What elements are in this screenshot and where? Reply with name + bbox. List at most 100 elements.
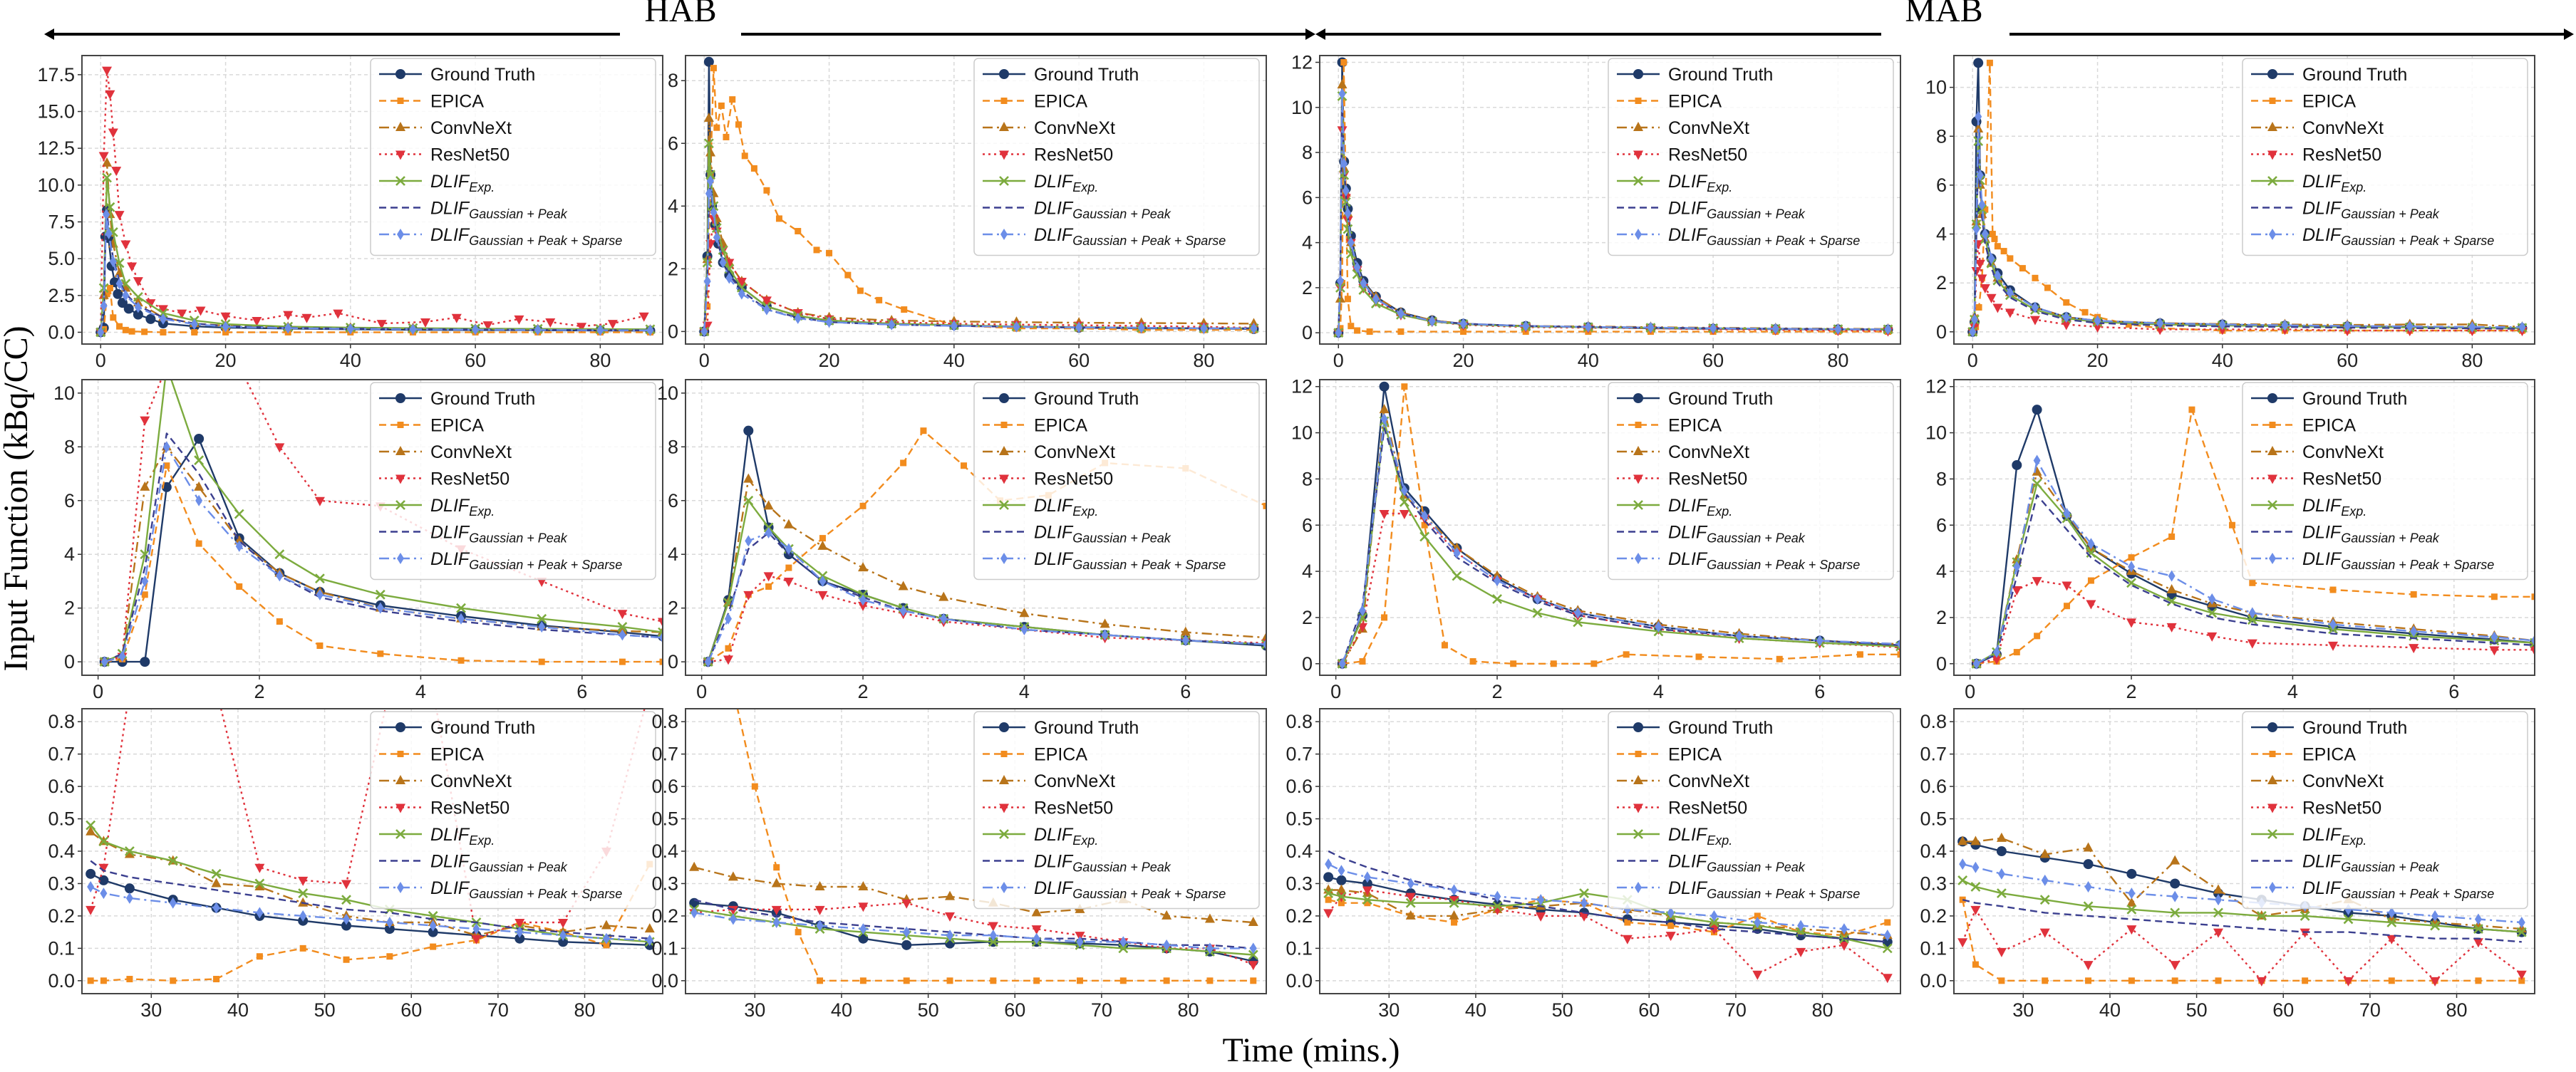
data-point-gt: [2012, 459, 2022, 470]
x-tick-label: 2: [1492, 681, 1503, 702]
data-point-epica: [2044, 284, 2051, 291]
x-tick-label: 40: [1465, 999, 1486, 1021]
legend-marker-dlif_exp: [395, 176, 405, 186]
data-point-dlif_gps: [819, 575, 827, 587]
data-point-dlif_exp: [736, 282, 747, 293]
data-point-resnet: [783, 577, 794, 587]
legend-label-convnext: ConvNeXt: [1668, 771, 1749, 791]
y-tick-label: 5.0: [48, 248, 75, 269]
legend-marker-gt: [2267, 69, 2277, 79]
legend-marker-gt: [999, 722, 1009, 732]
data-point-gt: [1362, 878, 1372, 889]
data-point-convnext: [783, 519, 794, 529]
legend-label-epica: EPICA: [1034, 92, 1087, 112]
data-point-dlif_exp: [162, 362, 171, 370]
data-point-convnext: [601, 920, 611, 930]
y-tick-label: 4: [1302, 232, 1313, 254]
legend-label-convnext: ConvNeXt: [1668, 442, 1749, 462]
legend-marker-epica: [397, 98, 404, 104]
legend-marker-epica: [397, 422, 404, 428]
legend-box: [370, 382, 656, 581]
legend: Ground Truth EPICA ConvNeXt ResNet50 DLIFExp…: [973, 58, 1260, 256]
data-point-dlif_exp: [2086, 548, 2096, 558]
legend-marker-dlif_exp: [395, 829, 405, 839]
data-point-dlif_exp: [234, 509, 244, 519]
legend-box: [2242, 711, 2528, 910]
data-point-epica: [1884, 919, 1891, 926]
data-point-resnet: [1991, 655, 2002, 665]
data-point-dlif_gps: [1075, 321, 1083, 333]
x-tick-label: 80: [1811, 999, 1833, 1021]
legend-label-resnet: ResNet50: [1034, 469, 1113, 489]
series-group: [86, 709, 655, 984]
data-point-epica: [1366, 328, 1373, 335]
series-line-epica: [1328, 898, 1888, 937]
data-point-convnext: [1100, 618, 1110, 628]
legend-marker-gt: [1633, 393, 1643, 403]
legend-label-convnext: ConvNeXt: [1034, 118, 1115, 138]
x-tick-label: 6: [576, 681, 587, 702]
data-point-resnet: [127, 262, 138, 272]
data-point-dlif_gps: [2013, 561, 2021, 573]
data-point-resnet: [2039, 928, 2050, 938]
data-point-gt: [558, 937, 569, 947]
legend-marker-epica: [2269, 98, 2276, 104]
legend-label-dlif_exp: DLIFExp.: [1034, 172, 1098, 194]
data-point-dlif_exp: [1362, 895, 1372, 905]
y-tick-label: 4: [1302, 561, 1313, 582]
x-tick-label: 60: [1702, 350, 1724, 371]
legend-label-dlif_gp: DLIFGaussian + Peak: [430, 199, 568, 222]
y-tick-label: 6: [668, 490, 678, 511]
data-point-dlif_gps: [765, 527, 772, 539]
x-tick-label: 80: [2461, 350, 2483, 371]
data-point-dlif_gps: [2094, 315, 2101, 327]
data-point-dlif_exp: [1261, 639, 1266, 650]
data-point-convnext: [2126, 897, 2137, 907]
data-point-convnext: [298, 897, 309, 907]
series-group: [1333, 57, 1893, 339]
data-point-epica: [1033, 977, 1040, 984]
data-point-dlif_gps: [1997, 868, 2005, 880]
legend-marker-gt: [395, 722, 405, 732]
data-point-epica: [1776, 655, 1783, 662]
data-point-dlif_exp: [1882, 943, 1893, 954]
data-point-dlif_exp: [705, 170, 715, 180]
data-point-resnet: [2166, 623, 2177, 633]
data-point-dlif_exp: [341, 895, 351, 905]
data-point-resnet: [86, 905, 96, 915]
plot-frame: [1319, 55, 1901, 345]
plot-frame: [1319, 379, 1901, 676]
data-point-convnext: [814, 881, 825, 890]
data-point-resnet: [194, 363, 204, 372]
x-tick-label: 4: [415, 681, 426, 702]
y-tick-label: 0.7: [1920, 744, 1947, 765]
data-point-resnet: [1752, 970, 1763, 980]
y-axis-label: Input Function (kBq/CC): [0, 326, 35, 671]
legend-label-epica: EPICA: [430, 745, 484, 765]
data-point-dlif_gps: [596, 324, 604, 336]
data-point-dlif_gps: [457, 613, 465, 625]
data-point-dlif_gps: [2431, 910, 2439, 922]
data-point-epica: [2249, 579, 2256, 586]
data-point-dlif_gps: [1013, 321, 1020, 333]
legend-label-dlif_gp: DLIFGaussian + Peak: [1668, 199, 1806, 222]
data-point-resnet: [1838, 941, 1849, 951]
data-point-convnext: [644, 923, 655, 933]
data-point-epica: [1897, 651, 1900, 658]
data-point-epica: [1754, 912, 1761, 920]
legend-label-dlif_gp: DLIFGaussian + Peak: [430, 852, 568, 875]
x-tick-label: 70: [487, 999, 509, 1021]
legend: Ground Truth EPICA ConvNeXt ResNet50 DLIFExp…: [370, 58, 656, 256]
data-point-epica: [795, 929, 802, 936]
legend-label-gt: Ground Truth: [2302, 718, 2407, 738]
chart-panel-mab2-full: 0 20 40 60 80 0 2 4 6 8 10 Ground Truth EPICA ConvNeX…: [1925, 55, 2535, 371]
data-point-epica: [1991, 235, 1998, 242]
data-point-epica: [170, 977, 177, 984]
data-point-dlif_gps: [1655, 620, 1662, 633]
series-group: [1971, 405, 2535, 670]
data-point-dlif_gps: [1972, 861, 1980, 873]
data-point-gt: [194, 434, 205, 444]
data-point-epica: [1206, 977, 1214, 984]
data-point-dlif_exp: [1957, 875, 1968, 885]
data-point-gt: [2170, 878, 2181, 889]
